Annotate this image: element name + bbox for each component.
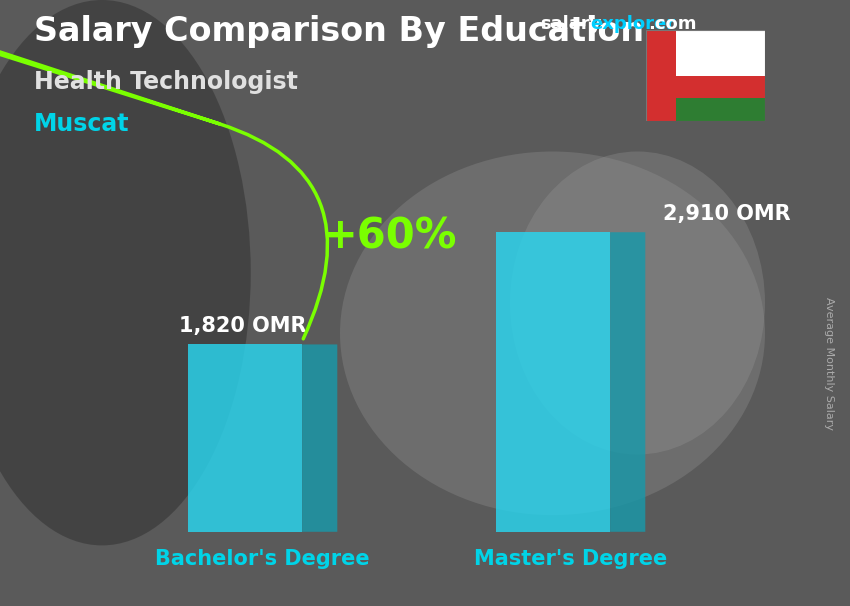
Text: 1,820 OMR: 1,820 OMR: [178, 316, 306, 336]
Text: salary: salary: [540, 15, 601, 33]
Text: explorer: explorer: [590, 15, 675, 33]
Text: Average Monthly Salary: Average Monthly Salary: [824, 297, 834, 430]
Text: 2,910 OMR: 2,910 OMR: [663, 204, 790, 224]
Ellipse shape: [0, 0, 251, 545]
Polygon shape: [188, 344, 302, 532]
Polygon shape: [302, 344, 337, 532]
Text: .com: .com: [648, 15, 696, 33]
Text: Health Technologist: Health Technologist: [34, 70, 298, 94]
Ellipse shape: [340, 152, 765, 515]
Polygon shape: [610, 232, 645, 532]
Polygon shape: [496, 232, 610, 532]
Text: Muscat: Muscat: [34, 112, 129, 136]
Text: +60%: +60%: [323, 216, 457, 258]
Bar: [676, 76, 765, 98]
Text: Bachelor's Degree: Bachelor's Degree: [156, 549, 370, 569]
Ellipse shape: [510, 152, 765, 454]
Bar: [676, 98, 765, 121]
Bar: [676, 30, 765, 76]
Bar: [646, 30, 676, 121]
Text: Master's Degree: Master's Degree: [474, 549, 667, 569]
Text: Salary Comparison By Education: Salary Comparison By Education: [34, 15, 644, 48]
